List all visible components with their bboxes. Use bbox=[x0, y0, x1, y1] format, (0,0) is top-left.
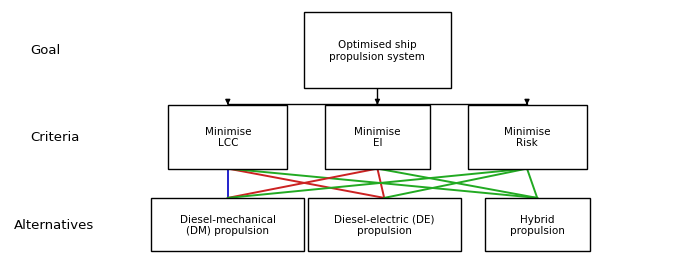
Text: Minimise
EI: Minimise EI bbox=[354, 126, 401, 148]
FancyBboxPatch shape bbox=[151, 198, 305, 251]
Text: Minimise
LCC: Minimise LCC bbox=[205, 126, 251, 148]
Text: Diesel-mechanical
(DM) propulsion: Diesel-mechanical (DM) propulsion bbox=[180, 214, 276, 235]
Text: Alternatives: Alternatives bbox=[14, 218, 94, 231]
Text: Diesel-electric (DE)
propulsion: Diesel-electric (DE) propulsion bbox=[334, 214, 435, 235]
FancyBboxPatch shape bbox=[169, 105, 287, 169]
FancyBboxPatch shape bbox=[307, 198, 461, 251]
Text: Hybrid
propulsion: Hybrid propulsion bbox=[510, 214, 564, 235]
Text: Criteria: Criteria bbox=[31, 131, 80, 144]
FancyBboxPatch shape bbox=[468, 105, 586, 169]
FancyBboxPatch shape bbox=[484, 198, 590, 251]
FancyBboxPatch shape bbox=[305, 13, 451, 89]
Text: Minimise
Risk: Minimise Risk bbox=[504, 126, 550, 148]
FancyBboxPatch shape bbox=[325, 105, 430, 169]
Text: Optimised ship
propulsion system: Optimised ship propulsion system bbox=[330, 40, 425, 61]
Text: Goal: Goal bbox=[31, 44, 61, 57]
